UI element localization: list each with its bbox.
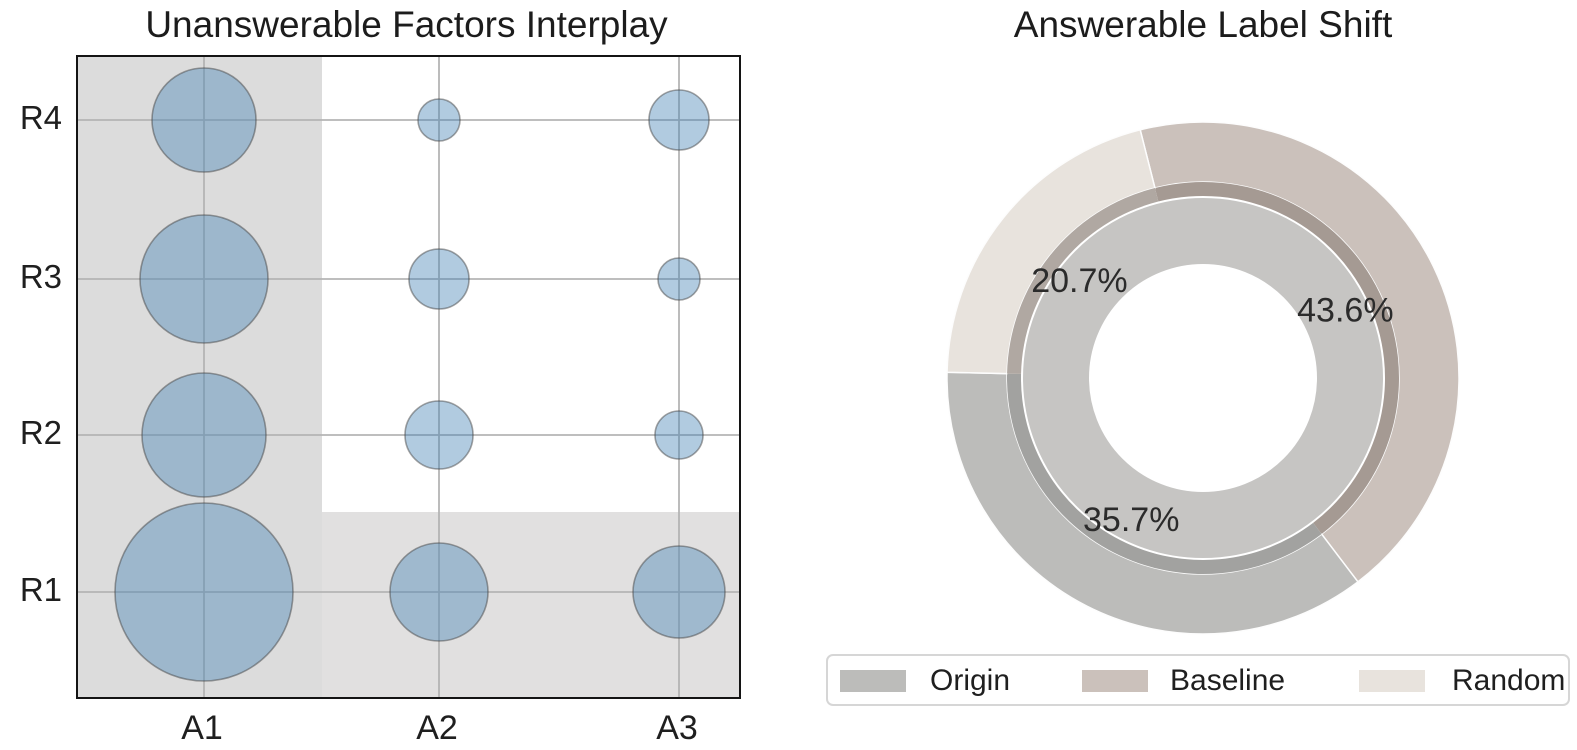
legend-swatch-random [1359, 670, 1425, 692]
y-tick-label-R4: R4 [19, 99, 62, 136]
legend-label-origin: Origin [930, 664, 1011, 697]
donut-rim-segment-random [1007, 187, 1159, 374]
bubble-A3-R3 [657, 257, 701, 301]
bubble-chart-plot [78, 57, 739, 697]
bubble-chart-axes [76, 55, 741, 699]
bubble-A2-R2 [404, 400, 474, 470]
legend-label-baseline: Baseline [1170, 664, 1286, 697]
bubble-A2-R1 [389, 542, 489, 642]
legend: Origin Baseline Random [826, 654, 1570, 706]
pie-percent-label-origin: 35.7% [1083, 501, 1179, 539]
donut-rim-segment-origin [1007, 373, 1322, 575]
donut-chart-plot: 43.6% 35.7% 20.7% [946, 121, 1460, 635]
pie-percent-label-baseline: 43.6% [1297, 292, 1393, 330]
legend-swatch-baseline [1082, 670, 1148, 692]
y-tick-label-R1: R1 [19, 571, 62, 608]
x-tick-label-A1: A1 [181, 709, 223, 747]
donut-inner-ring [1023, 198, 1383, 558]
bubble-A1-R4 [151, 67, 257, 173]
y-tick-label-R2: R2 [19, 414, 62, 451]
legend-label-random: Random [1452, 664, 1566, 697]
bubble-A3-R4 [648, 89, 710, 151]
y-tick-label-R3: R3 [19, 258, 62, 295]
bubble-A1-R1 [114, 502, 294, 682]
x-tick-label-A3: A3 [656, 709, 698, 747]
donut-chart-title: Answerable Label Shift [1013, 4, 1393, 45]
highlight-column-band [78, 57, 322, 697]
x-tick-label-A2: A2 [416, 709, 458, 747]
bubble-A1-R2 [141, 372, 267, 498]
bubble-A2-R3 [408, 248, 470, 310]
bubble-A2-R4 [417, 98, 461, 142]
legend-swatch-origin [840, 670, 906, 692]
bubble-A3-R1 [632, 545, 726, 639]
bubble-A1-R3 [139, 214, 269, 344]
pie-percent-label-random: 20.7% [1031, 262, 1127, 300]
bubble-A3-R2 [654, 410, 704, 460]
bubble-chart-title: Unanswerable Factors Interplay [145, 4, 668, 45]
